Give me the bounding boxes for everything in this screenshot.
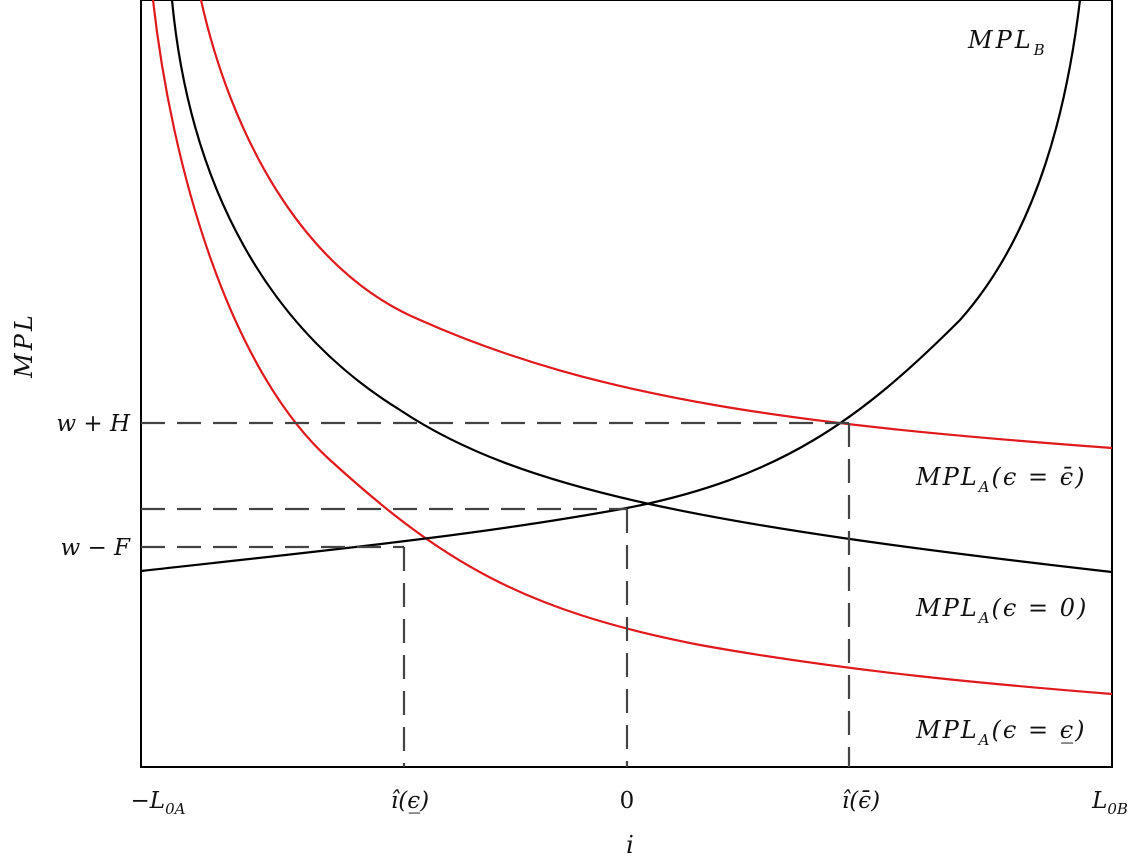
y-tick-w-minus-f: w − F — [60, 535, 131, 561]
label-mpl-b: MPLB — [967, 26, 1048, 59]
x-tick-zero: 0 — [620, 788, 635, 814]
x-tick-l0b: L0B — [1091, 788, 1128, 818]
curve-mpl-a-low — [151, 0, 1113, 696]
curve-mpl-a-high — [199, 0, 1113, 450]
guide-lines — [141, 421, 851, 767]
y-axis-label: MPL — [10, 312, 38, 379]
x-tick-ihat-low: î(ϵ̲) — [391, 788, 429, 814]
label-mpl-a-low: MPLA(ϵ = ϵ̲) — [915, 716, 1087, 749]
label-mpl-a-high: MPLA(ϵ = ϵ̄) — [915, 463, 1087, 496]
curve-mpl-b — [140, 0, 1082, 573]
plot-frame — [140, 0, 1113, 768]
x-tick-neg-l0a: −L0A — [131, 788, 186, 818]
label-mpl-a-zero: MPLA(ϵ = 0) — [915, 594, 1088, 627]
x-tick-ihat-high: î(ϵ̄) — [842, 788, 880, 814]
curve-mpl-a-zero — [170, 0, 1113, 574]
y-tick-w-plus-h: w + H — [56, 411, 131, 437]
x-axis-label: i — [626, 831, 634, 859]
